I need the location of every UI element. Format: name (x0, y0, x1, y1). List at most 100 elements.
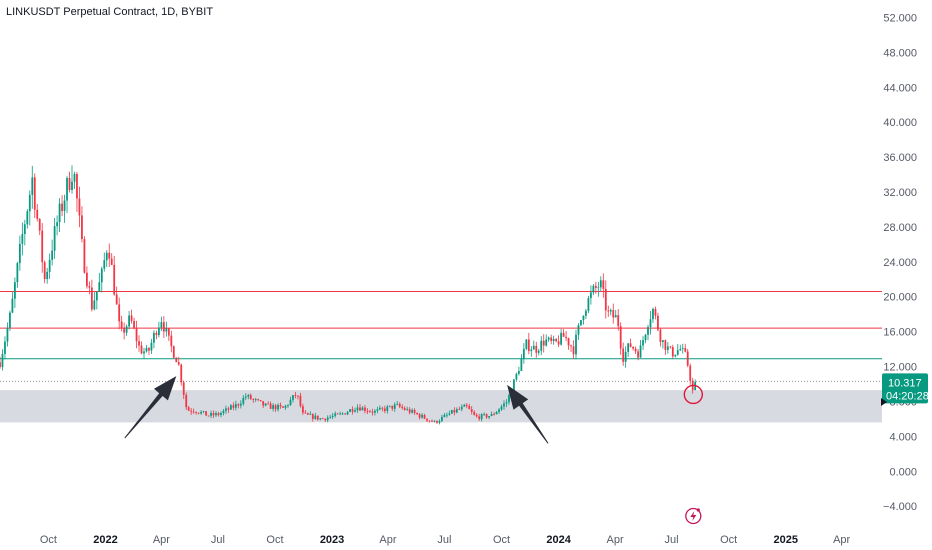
y-tick-label: 0.000 (889, 466, 917, 478)
candle (227, 406, 230, 413)
arrow-annotation-2 (507, 384, 549, 444)
candle (321, 417, 324, 420)
candle (284, 404, 287, 410)
candle (517, 366, 520, 376)
y-axis[interactable]: 52.000 48.000 44.000 40.000 36.000 32.000 28.0… (883, 12, 917, 513)
candle (195, 411, 198, 415)
candle (413, 408, 416, 415)
candle (212, 410, 215, 419)
circle-marker[interactable] (683, 384, 704, 405)
candle (192, 408, 195, 414)
candle (319, 417, 322, 421)
candle (242, 395, 245, 406)
candle (148, 346, 150, 355)
consolidation-zone (0, 390, 882, 423)
candle (503, 400, 505, 410)
candle (200, 410, 203, 415)
y-tick-label: −4.000 (883, 501, 917, 513)
y-tick-label: 36.000 (883, 152, 917, 164)
candle (354, 407, 356, 413)
candle (83, 236, 86, 274)
candle (157, 321, 160, 338)
candle (373, 409, 376, 416)
candle (128, 310, 131, 330)
candle (222, 408, 225, 416)
lightning-dot (696, 508, 700, 512)
candle (108, 243, 111, 267)
candle (0, 356, 1, 369)
candle (398, 402, 401, 409)
candle (16, 261, 19, 288)
candle (217, 411, 220, 417)
candle (448, 410, 451, 416)
candle (438, 419, 441, 425)
candle (115, 286, 118, 305)
candle (671, 344, 674, 359)
candle (232, 402, 235, 411)
candle (428, 420, 431, 423)
candle (73, 171, 76, 189)
candle (490, 411, 493, 417)
candle (632, 346, 635, 351)
candle (234, 400, 237, 411)
candle (160, 316, 163, 332)
lightning-icon[interactable] (685, 507, 702, 525)
candle (36, 204, 39, 222)
candle (361, 406, 364, 411)
candle (210, 410, 212, 419)
candle (170, 330, 173, 353)
candle (644, 333, 647, 344)
candle (123, 322, 126, 340)
candle (614, 310, 617, 318)
candle (473, 410, 476, 416)
candle (450, 409, 453, 414)
candle (48, 253, 51, 280)
candle (535, 341, 538, 358)
candle (602, 273, 605, 298)
candle (225, 405, 227, 415)
candle (356, 404, 359, 413)
candle (143, 347, 145, 359)
candle (120, 315, 123, 332)
candle (61, 195, 63, 217)
candle (480, 413, 483, 422)
candle (205, 411, 207, 416)
candle (537, 348, 540, 356)
candle (433, 420, 436, 423)
candle (51, 239, 54, 266)
price-badge-box (882, 373, 928, 404)
candle (661, 339, 664, 349)
arrow-annotations[interactable] (124, 376, 549, 444)
candle (85, 266, 88, 289)
candle (426, 418, 428, 422)
candle (475, 413, 478, 418)
candle (679, 344, 682, 352)
price-badge-countdown: 04:20:28 (886, 390, 929, 402)
candle (23, 219, 26, 246)
candle (508, 393, 510, 405)
candle (386, 404, 389, 414)
y-tick-label: 12.000 (883, 362, 917, 374)
candle (465, 403, 468, 409)
candle (239, 400, 242, 409)
candle (53, 217, 56, 259)
candle (76, 171, 78, 212)
arrow-annotation-1 (124, 376, 177, 439)
y-tick-label: 52.000 (883, 12, 917, 24)
x-tick-label: 2025 (774, 534, 798, 546)
candle (167, 328, 170, 341)
candle (43, 260, 46, 284)
candle (436, 420, 438, 424)
candle (567, 337, 570, 350)
price-badge-price: 10.317 (888, 377, 922, 389)
candle (113, 255, 116, 296)
candle (339, 411, 342, 416)
candle (162, 316, 165, 339)
x-axis[interactable]: Oct 2022 Apr Jul Oct 2023 Apr Jul Oct 2024 Apr Jul O… (40, 534, 851, 546)
candle (344, 413, 347, 415)
candle (391, 405, 394, 411)
candle (659, 328, 662, 347)
candle (334, 411, 337, 418)
x-tick-label: Jul (211, 534, 225, 546)
